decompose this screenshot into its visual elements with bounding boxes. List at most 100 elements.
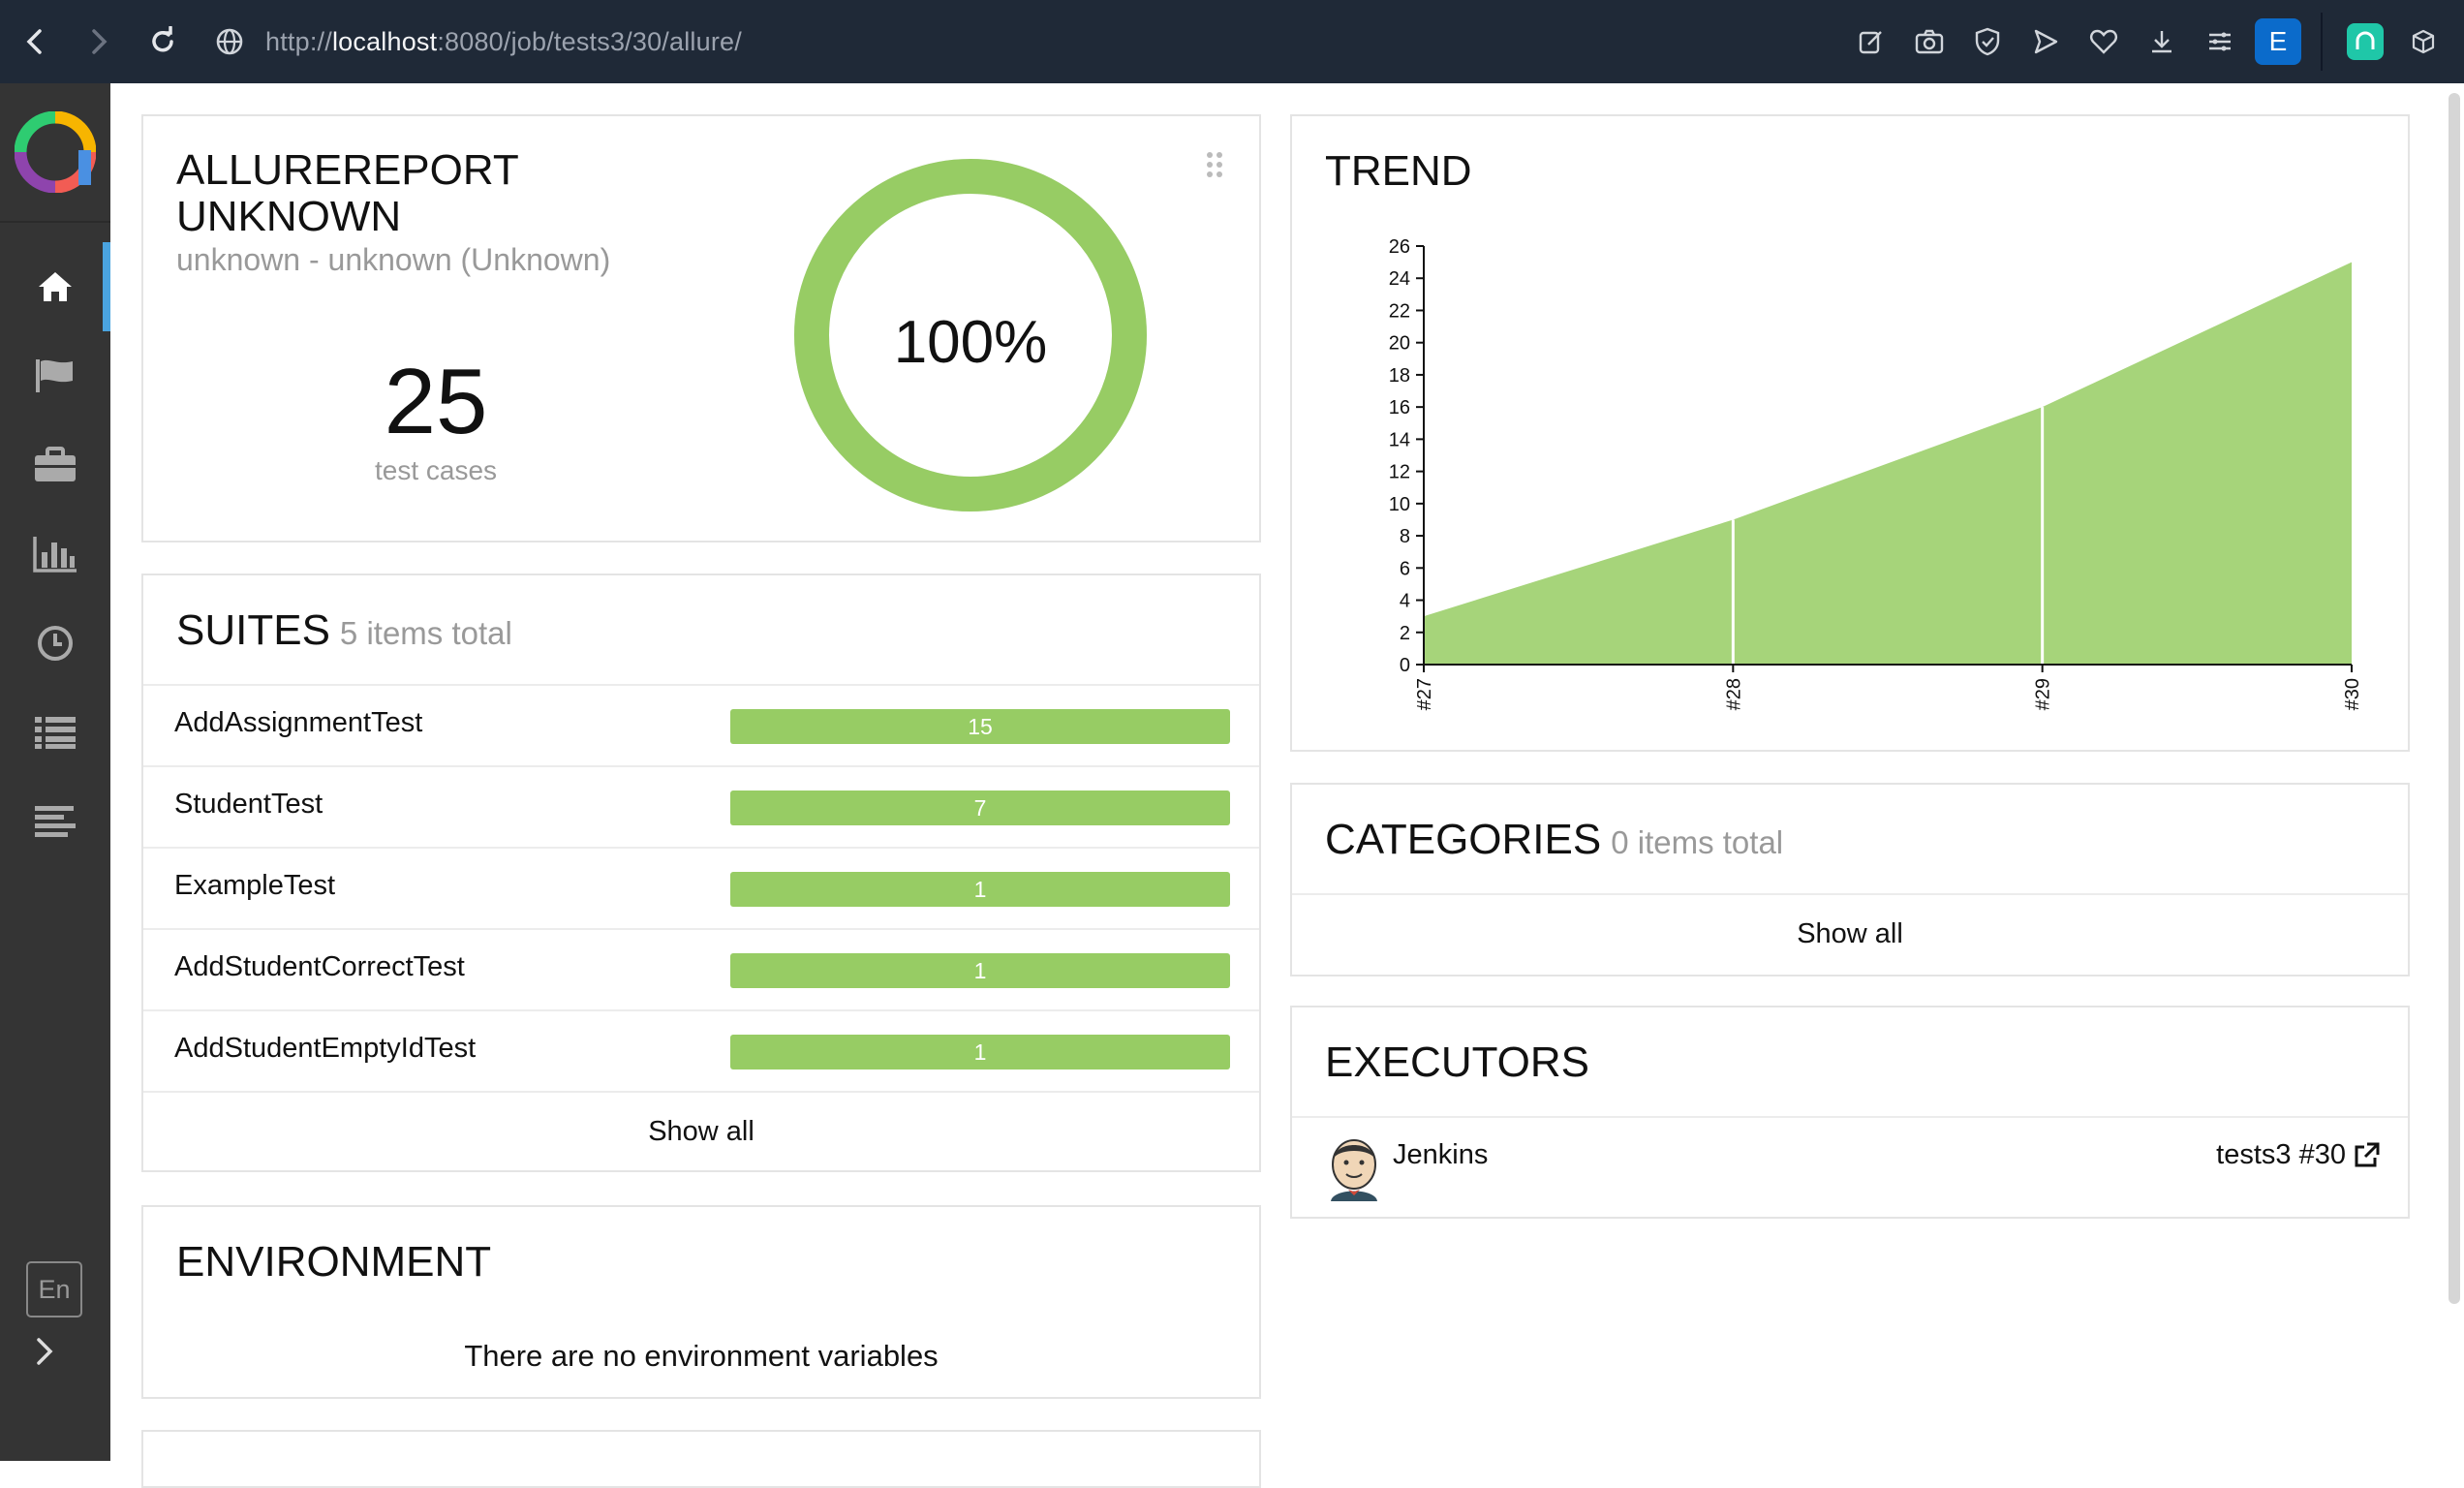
trend-x-tick-label: #30 <box>2342 678 2363 710</box>
suites-header: SUITES 5 items total <box>176 606 512 655</box>
sliders-icon <box>2209 32 2231 51</box>
pass-rate-percent: 100% <box>893 309 1048 376</box>
environment-widget: ENVIRONMENT There are no environment var… <box>141 1205 1261 1399</box>
external-link-icon <box>2355 1142 2380 1166</box>
briefcase-icon <box>35 447 76 481</box>
suite-row[interactable]: AddStudentCorrectTest 1 <box>143 928 1259 1009</box>
suite-row[interactable]: AddStudentEmptyIdTest 1 <box>143 1009 1259 1091</box>
environment-title: ENVIRONMENT <box>176 1238 492 1286</box>
profile-avatar: E <box>2255 18 2301 65</box>
screenshot-button[interactable] <box>1900 13 1958 71</box>
download-icon <box>2152 31 2171 53</box>
clock-icon <box>38 626 73 661</box>
trend-area-passed <box>1424 262 2352 665</box>
report-subtitle: unknown - unknown (Unknown) <box>176 242 611 277</box>
pass-rate-donut <box>794 159 1147 512</box>
executor-build-link[interactable]: tests3 #30 <box>2216 1139 2381 1171</box>
suites-show-all-link[interactable]: Show all <box>648 1116 755 1147</box>
sidebar-item-behaviors[interactable] <box>0 688 110 777</box>
suite-name: AddStudentEmptyIdTest <box>174 1033 477 1064</box>
environment-empty-message: There are no environment variables <box>464 1339 939 1373</box>
categories-show-all-row[interactable]: Show all <box>1292 893 2408 975</box>
next-widget-partial <box>141 1430 1261 1488</box>
downloads-button[interactable] <box>2133 13 2191 71</box>
extension-button[interactable] <box>2336 13 2394 71</box>
suite-count-bar: 1 <box>730 1035 1230 1070</box>
send-button[interactable] <box>2017 13 2075 71</box>
address-bar[interactable]: http://localhost:8080/job/tests3/30/allu… <box>215 27 742 57</box>
donut-passed-arc <box>794 159 1147 512</box>
chevron-left-icon <box>26 29 42 54</box>
edit-icon <box>1859 31 1882 54</box>
sidebar-item-packages[interactable] <box>0 777 110 866</box>
url-text[interactable]: http://localhost:8080/job/tests3/30/allu… <box>265 27 742 57</box>
suites-widget: SUITES 5 items total AddAssignmentTest 15 S… <box>141 574 1261 1172</box>
heart-icon <box>2090 29 2117 54</box>
suites-show-all-row[interactable]: Show all <box>143 1091 1259 1172</box>
trend-y-tick-label: 8 <box>1400 526 1410 547</box>
language-switch[interactable]: En <box>26 1261 82 1318</box>
categories-show-all-link[interactable]: Show all <box>1797 918 1903 949</box>
summary-widget: ALLUREREPORT UNKNOWN unknown - unknown (… <box>141 114 1261 542</box>
executors-widget: EXECUTORS Jenkins tests3 #30 <box>1290 1006 2410 1219</box>
trend-y-tick-label: 24 <box>1389 268 1410 290</box>
sidebar-item-overview[interactable] <box>0 242 110 331</box>
trend-y-tick-label: 0 <box>1400 655 1410 676</box>
executors-title: EXECUTORS <box>1325 1038 1590 1086</box>
trend-y-tick-label: 16 <box>1389 397 1410 418</box>
suite-row[interactable]: ExampleTest 1 <box>143 847 1259 928</box>
trend-title: TREND <box>1325 147 1472 195</box>
extension-icon <box>2347 23 2384 60</box>
trend-x-tick-label: #28 <box>1723 678 1744 710</box>
url-protocol: http:// <box>265 26 332 56</box>
allure-logo[interactable] <box>0 83 110 223</box>
test-case-label: test cases <box>374 455 498 485</box>
play-send-icon <box>2034 29 2058 54</box>
suite-row[interactable]: AddAssignmentTest 15 <box>143 684 1259 765</box>
suite-name: AddStudentCorrectTest <box>174 951 465 982</box>
menu-button[interactable] <box>2191 13 2249 71</box>
extensions-menu-button[interactable] <box>2394 13 2452 71</box>
reload-icon <box>152 26 173 52</box>
reload-button[interactable] <box>134 13 192 71</box>
trend-y-tick-label: 26 <box>1389 236 1410 258</box>
profile-button[interactable]: E <box>2249 13 2307 71</box>
trend-y-tick-label: 18 <box>1389 365 1410 387</box>
executor-name: Jenkins <box>1393 1139 1489 1170</box>
report-title-line2: UNKNOWN <box>176 193 402 240</box>
drag-handle-icon[interactable] <box>1205 151 1224 178</box>
suite-name: StudentTest <box>174 789 323 820</box>
suites-title: SUITES <box>176 606 330 654</box>
sidebar-item-timeline[interactable] <box>0 599 110 688</box>
sidebar-item-suites[interactable] <box>0 420 110 510</box>
trend-x-tick-label: #27 <box>1414 678 1435 710</box>
shield-icon <box>1975 27 2000 56</box>
collapse-sidebar-button[interactable] <box>33 1335 56 1376</box>
sidebar-item-categories[interactable] <box>0 331 110 420</box>
categories-widget: CATEGORIES 0 items total Show all <box>1290 783 2410 976</box>
suite-count-bar: 1 <box>730 953 1230 988</box>
jenkins-avatar-icon <box>1331 1139 1377 1201</box>
allure-logo-icon <box>15 111 96 193</box>
edit-page-button[interactable] <box>1842 13 1900 71</box>
trend-y-tick-label: 10 <box>1389 494 1410 515</box>
trend-y-tick-label: 22 <box>1389 300 1410 322</box>
test-case-count: 25 <box>384 350 488 453</box>
suite-count-bar: 7 <box>730 790 1230 825</box>
trend-y-tick-label: 14 <box>1389 429 1410 450</box>
shield-button[interactable] <box>1958 13 2017 71</box>
toolbar-separator <box>2321 13 2323 71</box>
forward-button[interactable] <box>70 13 128 71</box>
page-scrollbar[interactable] <box>2449 93 2460 1304</box>
trend-y-tick-label: 6 <box>1400 558 1410 579</box>
cube-icon <box>2412 29 2435 54</box>
sidebar-item-graphs[interactable] <box>0 510 110 599</box>
suite-row[interactable]: StudentTest 7 <box>143 765 1259 847</box>
flag-icon <box>36 359 73 392</box>
back-button[interactable] <box>6 13 64 71</box>
suite-count-bar: 1 <box>730 872 1230 907</box>
favorites-button[interactable] <box>2075 13 2133 71</box>
suites-subtitle: 5 items total <box>339 615 512 651</box>
browser-tools: E <box>1842 0 2464 83</box>
